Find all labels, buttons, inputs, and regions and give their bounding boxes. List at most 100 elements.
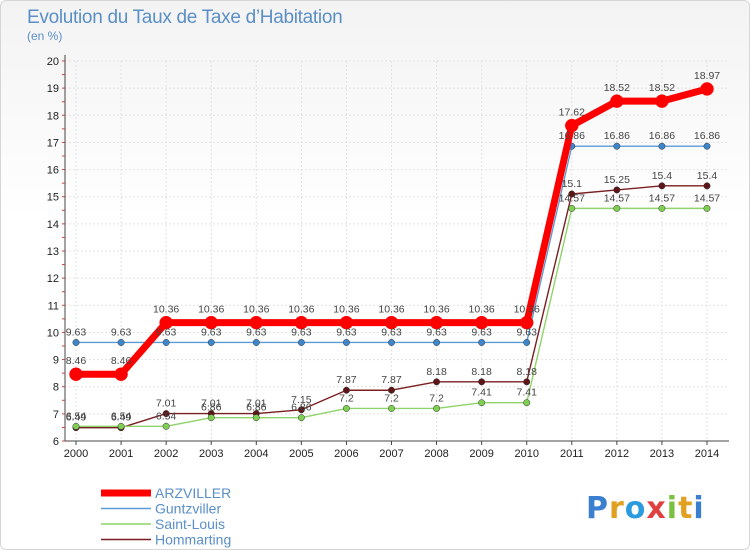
data-label: 9.63	[516, 326, 537, 338]
x-tick-label: 2006	[334, 448, 358, 460]
data-point	[523, 378, 531, 386]
data-label: 9.63	[291, 326, 312, 338]
y-tick-label: 18	[47, 110, 59, 122]
data-point	[297, 339, 305, 346]
data-point	[478, 399, 486, 407]
data-label: 8.18	[516, 366, 537, 378]
data-point	[655, 94, 669, 108]
data-point	[388, 339, 395, 346]
y-tick-label: 7	[53, 409, 59, 421]
data-point	[700, 82, 714, 96]
data-point	[703, 204, 711, 212]
data-label: 7.2	[339, 392, 354, 404]
data-label: 7.15	[291, 394, 312, 406]
data-point	[478, 339, 486, 346]
data-point	[610, 94, 624, 108]
data-label: 10.36	[198, 304, 224, 316]
data-point	[117, 339, 125, 346]
data-point	[433, 378, 441, 386]
data-label: 15.4	[697, 170, 718, 182]
y-tick-label: 10	[47, 327, 59, 339]
data-label: 18.52	[649, 82, 675, 94]
logo-letter: i	[693, 491, 705, 526]
data-point	[159, 315, 173, 330]
data-label: 14.57	[649, 192, 675, 204]
data-point	[429, 315, 444, 330]
x-tick-label: 2002	[154, 448, 178, 460]
data-label: 9.63	[66, 326, 87, 338]
data-label: 16.86	[694, 130, 720, 142]
data-label: 10.36	[514, 304, 540, 316]
data-label: 9.63	[201, 326, 222, 338]
data-point	[519, 315, 534, 330]
x-tick-label: 2013	[650, 448, 674, 460]
data-point	[568, 204, 576, 212]
data-label: 6.54	[66, 410, 87, 422]
data-point	[703, 142, 711, 150]
data-label: 16.86	[604, 130, 630, 142]
data-label: 7.41	[471, 387, 492, 399]
data-label: 9.63	[156, 326, 177, 338]
data-label: 7.01	[201, 398, 222, 410]
data-label: 9.63	[336, 326, 357, 338]
data-label: 14.57	[694, 192, 720, 204]
chart-subtitle: (en %)	[27, 29, 63, 43]
data-point	[388, 386, 395, 394]
data-label: 9.63	[111, 326, 132, 338]
proxiti-logo: Proxiti	[586, 491, 705, 526]
data-label: 6.86	[246, 402, 267, 414]
data-label: 10.36	[378, 304, 404, 316]
data-point	[523, 339, 531, 346]
data-label: 7.2	[384, 392, 399, 404]
logo-letter: i	[666, 491, 679, 526]
data-point	[72, 422, 80, 430]
data-point	[252, 414, 260, 422]
data-point	[207, 339, 215, 346]
data-label: 16.86	[649, 130, 675, 142]
data-point	[249, 315, 264, 330]
y-tick-label: 15	[47, 192, 59, 204]
data-point	[339, 315, 354, 330]
data-point	[384, 315, 399, 330]
data-point	[703, 182, 711, 190]
data-point	[207, 414, 215, 422]
data-point	[342, 404, 350, 412]
data-label: 6.49	[111, 412, 132, 424]
data-label: 7.87	[381, 374, 402, 386]
data-point	[342, 386, 350, 394]
logo-letter: o	[624, 491, 647, 526]
data-point	[478, 378, 486, 386]
data-label: 9.63	[426, 326, 447, 338]
data-point	[162, 410, 170, 418]
x-tick-label: 2001	[109, 448, 133, 460]
data-point	[568, 190, 576, 198]
y-tick-label: 9	[53, 355, 59, 367]
data-point	[204, 315, 218, 330]
data-label: 10.36	[288, 304, 314, 316]
x-tick-label: 2003	[199, 448, 223, 460]
x-tick-label: 2011	[560, 448, 584, 460]
x-tick-label: 2008	[424, 448, 448, 460]
data-label: 7.41	[516, 387, 537, 399]
data-point	[294, 315, 309, 330]
y-tick-label: 11	[48, 300, 59, 312]
data-point	[474, 315, 489, 330]
y-tick-label: 12	[47, 273, 59, 285]
logo-letter: t	[678, 491, 694, 526]
data-point	[388, 404, 395, 412]
logo-letter: r	[609, 491, 625, 526]
data-label: 10.36	[243, 304, 269, 316]
data-label: 18.52	[604, 82, 630, 94]
data-label: 9.63	[246, 326, 267, 338]
data-label: 14.57	[604, 192, 630, 204]
data-label: 10.36	[423, 304, 449, 316]
x-tick-label: 2009	[469, 448, 493, 460]
data-point	[658, 182, 666, 190]
data-label: 6.54	[156, 410, 177, 422]
x-tick-label: 2000	[64, 448, 88, 460]
data-label: 7.01	[156, 398, 177, 410]
data-label: 6.49	[66, 412, 87, 424]
data-label: 6.86	[201, 402, 222, 414]
